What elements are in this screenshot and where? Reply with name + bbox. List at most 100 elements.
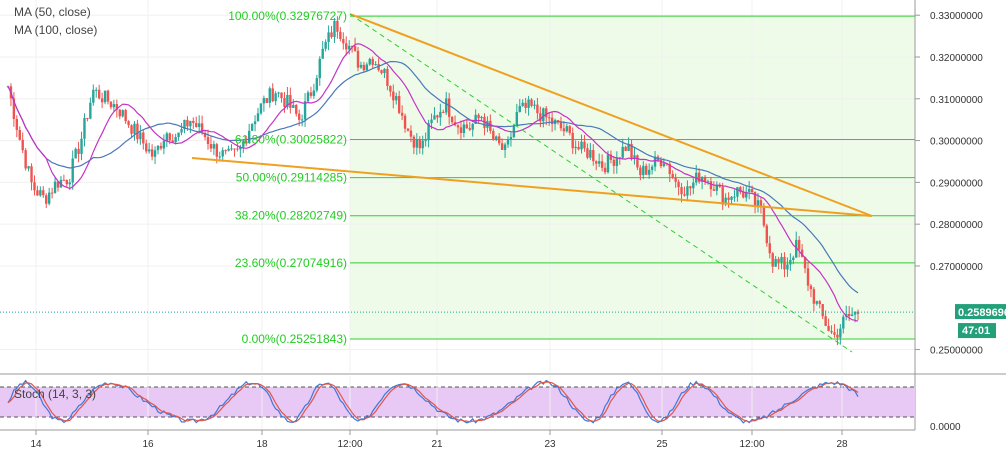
candle-body <box>721 186 724 205</box>
candle-body <box>842 316 845 329</box>
candle-body <box>680 187 683 195</box>
candle-body <box>303 101 307 120</box>
candle-body <box>556 120 560 122</box>
lower-trendline <box>191 157 873 217</box>
candle-body <box>53 181 57 193</box>
candle-body <box>147 149 151 152</box>
time-tick-label: 16 <box>142 439 154 450</box>
candle-body <box>642 165 645 176</box>
candle-body <box>750 189 754 193</box>
candle-body <box>189 120 192 127</box>
candle-body <box>780 256 783 263</box>
candle-body <box>739 187 742 193</box>
candle-body <box>847 313 851 317</box>
candle-body <box>139 132 142 140</box>
candle-body <box>495 136 498 140</box>
time-tick-label: 14 <box>30 439 42 450</box>
candle-body <box>36 190 39 196</box>
countdown-badge <box>958 323 996 339</box>
candle-body <box>109 101 113 108</box>
candle-body <box>236 148 239 150</box>
fib-level-label: 61.80%(0.30025822) <box>235 132 347 146</box>
candle-body <box>786 264 789 270</box>
candle-body <box>545 108 548 118</box>
candle-body <box>774 258 777 267</box>
candle-body <box>580 141 583 150</box>
candle-body <box>359 64 363 68</box>
candle-body <box>612 159 616 166</box>
candle-body <box>262 98 266 104</box>
candle-body <box>624 146 627 151</box>
time-tick-label: 25 <box>656 439 668 450</box>
candle-body <box>103 90 107 103</box>
candle-body <box>47 192 51 204</box>
candle-body <box>818 301 821 305</box>
candle-body <box>662 163 666 167</box>
candle-body <box>659 160 663 167</box>
candle-body <box>524 102 527 108</box>
candle-body <box>233 148 236 150</box>
candle-body <box>400 112 404 116</box>
ma50-legend: MA (50, close) <box>14 5 91 19</box>
candle-body <box>777 258 780 263</box>
candle-body <box>312 90 316 96</box>
current-price-badge <box>955 304 1006 320</box>
candle-body <box>174 137 177 143</box>
candle-body <box>127 121 130 126</box>
candle-body <box>156 145 160 151</box>
candle-body <box>15 118 19 131</box>
candle-body <box>742 192 745 198</box>
candle-body <box>562 128 566 132</box>
candle-body <box>80 138 83 154</box>
time-tick-label: 21 <box>431 439 443 450</box>
time-tick-label: 23 <box>544 439 556 450</box>
candle-body <box>636 155 639 168</box>
candle-body <box>203 132 207 138</box>
candle-body <box>268 88 271 103</box>
candle-body <box>77 148 80 154</box>
candle-body <box>386 68 389 86</box>
candle-body <box>12 98 16 119</box>
candle-body <box>86 118 89 120</box>
candle-body <box>50 192 54 194</box>
candle-body <box>450 116 454 123</box>
price-tick-label: 0.27000000 <box>930 262 983 273</box>
candle-body <box>362 64 366 71</box>
fibonacci-lines <box>350 15 915 340</box>
candle-body <box>609 154 613 160</box>
candle-body <box>124 110 127 122</box>
candle-body <box>245 141 248 143</box>
candle-body <box>815 301 819 304</box>
fib-level-label: 100.00%(0.32976727) <box>228 9 347 23</box>
candle-body <box>686 186 689 196</box>
candle-body <box>462 124 466 133</box>
candle-body <box>650 166 654 170</box>
candle-body <box>224 150 227 152</box>
candle-body <box>492 130 495 140</box>
candle-body <box>380 70 383 74</box>
candle-body <box>350 45 354 47</box>
stoch-band <box>0 387 915 417</box>
candle-body <box>71 158 74 183</box>
candle-body <box>703 176 707 183</box>
candle-body <box>521 102 524 106</box>
candle-body <box>589 149 592 158</box>
candle-body <box>92 89 95 103</box>
stoch-d-line <box>7 381 859 423</box>
candle-body <box>645 165 648 175</box>
candle-body <box>336 20 339 32</box>
candle-body <box>697 172 701 182</box>
candle-body <box>586 148 589 158</box>
candle-body <box>436 115 439 118</box>
candle-body <box>439 111 442 118</box>
ma100-legend: MA (100, close) <box>14 23 97 37</box>
candle-body <box>345 43 348 50</box>
candle-body <box>762 206 766 226</box>
candle-body <box>715 184 719 191</box>
candle-body <box>315 78 319 91</box>
candle-body <box>171 140 174 143</box>
candle-body <box>459 127 463 133</box>
current-price-label: 0.25896967 <box>958 307 1006 319</box>
candle-body <box>30 166 33 183</box>
